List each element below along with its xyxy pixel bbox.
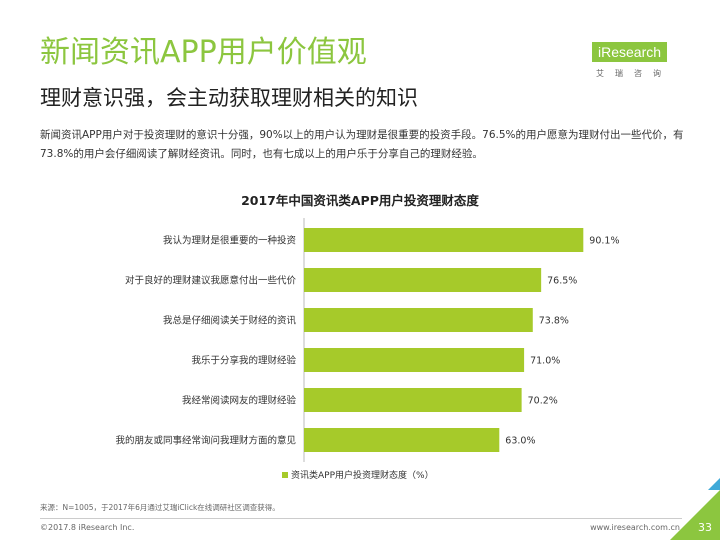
bar-3 [304,308,533,332]
value-label-1: 90.1% [589,236,619,247]
category-label-5: 我经常阅读网友的理财经验 [182,395,297,407]
page-number: 33 [698,521,712,534]
website-link[interactable]: www.iresearch.com.cn [590,523,680,532]
category-label-2: 对于良好的理财建议我愿意付出一些代价 [125,275,297,287]
legend-swatch [282,471,288,478]
logo-text: iResearch [592,42,668,62]
value-label-2: 76.5% [547,276,577,287]
value-label-6: 63.0% [505,436,535,447]
bar-5 [304,388,522,412]
corner-decoration [670,490,720,540]
iresearch-logo: iResearch 艾瑞咨询 [592,38,682,86]
category-label-3: 我总是仔细阅读关于财经的资讯 [163,315,297,327]
source-note: 来源：N=1005，于2017年6月通过艾瑞iClick在线调研社区调查获得。 [40,503,280,512]
chart-title: 2017年中国资讯类APP用户投资理财态度 [241,193,479,208]
bar-2 [304,268,542,292]
chart-legend: 资讯类APP用户投资理财态度（%） [282,468,434,481]
bar-6 [304,428,500,452]
bar-1 [304,228,584,252]
logo-subtext: 艾瑞咨询 [596,69,672,78]
value-label-3: 73.8% [539,316,569,327]
page-subtitle: 理财意识强，会主动获取理财相关的知识 [40,86,418,110]
copyright-text: ©2017.8 iResearch Inc. [40,523,135,532]
page-title: 新闻资讯APP用户价值观 [40,35,367,70]
footer-divider [40,518,682,519]
legend-label: 资讯类APP用户投资理财态度（%） [291,471,434,481]
category-label-4: 我乐于分享我的理财经验 [191,355,296,367]
corner-decoration-stripe [708,478,720,490]
page-description: 新闻资讯APP用户对于投资理财的意识十分强，90%以上的用户认为理财是很重要的投… [40,129,684,160]
value-label-5: 70.2% [528,396,558,407]
category-label-1: 我认为理财是很重要的一种投资 [163,235,297,247]
bar-4 [304,348,525,372]
category-label-6: 我的朋友或同事经常询问我理财方面的意见 [115,435,296,447]
value-label-4: 71.0% [530,356,560,367]
bar-chart: 我认为理财是很重要的一种投资 90.1% 对于良好的理财建议我愿意付出一些代价 76.… [115,218,619,462]
